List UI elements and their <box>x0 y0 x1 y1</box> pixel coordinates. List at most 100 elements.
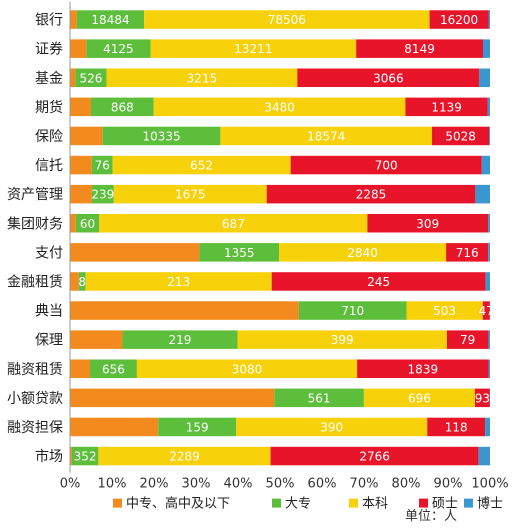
bar-segment <box>489 127 490 146</box>
data-label: 352 <box>74 450 97 464</box>
legend-swatch <box>419 499 428 508</box>
category-label: 融资担保 <box>7 420 63 436</box>
data-label: 309 <box>416 217 439 231</box>
data-label: 78506 <box>268 13 306 27</box>
legend-swatch <box>113 499 122 508</box>
data-label: 1139 <box>431 100 462 114</box>
data-label: 76 <box>95 159 110 173</box>
data-label: 2840 <box>347 246 378 260</box>
data-label: 3480 <box>264 100 295 114</box>
data-label: 696 <box>408 391 431 405</box>
data-label: 118 <box>445 420 468 434</box>
data-label: 390 <box>320 420 343 434</box>
data-label: 1355 <box>224 246 255 260</box>
category-label: 融资租赁 <box>7 362 63 378</box>
data-label: 716 <box>456 246 479 260</box>
bar-segment <box>70 243 199 262</box>
data-label: 213 <box>167 275 190 289</box>
data-label: 1675 <box>175 188 206 202</box>
bar-segment <box>489 360 490 379</box>
legend-swatch <box>272 499 281 508</box>
bar-segment <box>70 10 77 29</box>
legend-label: 本科 <box>362 497 388 512</box>
data-label: 18574 <box>307 129 345 143</box>
x-tick-label: 60% <box>308 477 337 492</box>
data-label: 3080 <box>232 362 263 376</box>
data-label: 3066 <box>373 71 404 85</box>
category-label: 基金 <box>35 70 63 87</box>
category-label: 小额贷款 <box>7 391 63 407</box>
bar-segment <box>70 360 90 379</box>
bar-segment <box>70 127 103 146</box>
category-label: 集团财务 <box>7 215 63 232</box>
x-tick-label: 50% <box>266 477 295 492</box>
x-tick-label: 40% <box>224 477 253 492</box>
bar-segment <box>70 418 158 437</box>
bar-segment <box>70 330 123 349</box>
data-label: 13211 <box>234 42 272 56</box>
data-label: 2766 <box>359 450 390 464</box>
legend-label: 博士 <box>477 497 503 512</box>
bar-segment <box>488 214 490 233</box>
legend-swatch <box>349 499 358 508</box>
category-label: 市场 <box>35 448 63 465</box>
legend-label: 中专、高中及以下 <box>126 496 230 512</box>
bar-segment <box>486 272 490 291</box>
bar-segment <box>479 69 490 88</box>
x-tick-label: 10% <box>98 477 127 492</box>
legend-label: 大专 <box>285 497 311 512</box>
category-label: 保险 <box>35 129 63 145</box>
x-tick-label: 70% <box>350 477 379 492</box>
data-label: 219 <box>169 333 192 347</box>
x-tick-label: 90% <box>434 477 463 492</box>
x-tick-label: 100% <box>471 477 508 492</box>
bar-segment <box>70 185 92 204</box>
category-label: 资产管理 <box>7 187 63 203</box>
data-label: 4125 <box>103 42 134 56</box>
bar-segment <box>488 243 490 262</box>
data-label: 5028 <box>445 129 476 143</box>
x-tick-label: 30% <box>182 477 211 492</box>
data-label: 710 <box>341 304 364 318</box>
bar-segment <box>70 389 274 408</box>
category-label: 金融租赁 <box>7 274 63 290</box>
data-label: 1839 <box>408 362 439 376</box>
data-label: 868 <box>111 100 134 114</box>
bar-segment <box>483 39 490 58</box>
bar-segment <box>70 69 75 88</box>
data-label: 2285 <box>356 188 387 202</box>
bar-segment <box>482 156 490 175</box>
data-label: 10335 <box>142 129 180 143</box>
data-label: 652 <box>190 159 213 173</box>
data-label: 79 <box>460 333 475 347</box>
category-label: 期货 <box>35 99 63 116</box>
category-label: 支付 <box>35 245 63 261</box>
x-tick-label: 80% <box>392 477 421 492</box>
data-label: 47 <box>479 304 494 318</box>
bar-segment <box>488 98 490 117</box>
data-label: 399 <box>331 333 354 347</box>
data-label: 8149 <box>404 42 435 56</box>
data-label: 239 <box>91 188 114 202</box>
x-tick-label: 20% <box>140 477 169 492</box>
data-label: 60 <box>80 217 95 231</box>
bar-segment <box>485 418 490 437</box>
category-label: 典当 <box>35 304 63 320</box>
bar-segment <box>70 98 91 117</box>
data-label: 159 <box>186 420 209 434</box>
data-label: 3215 <box>187 71 218 85</box>
category-label: 保理 <box>35 333 63 349</box>
bar-segment <box>70 301 299 320</box>
legend-swatch <box>464 499 473 508</box>
data-label: 2289 <box>169 450 200 464</box>
category-label: 银行 <box>35 13 63 29</box>
bar-segment <box>70 214 76 233</box>
data-label: 687 <box>222 217 245 231</box>
bar-segment <box>70 156 92 175</box>
bar-segment <box>489 10 490 29</box>
data-label: 16200 <box>440 13 478 27</box>
data-label: 93 <box>475 391 490 405</box>
data-label: 245 <box>367 275 390 289</box>
data-label: 8 <box>78 275 86 289</box>
